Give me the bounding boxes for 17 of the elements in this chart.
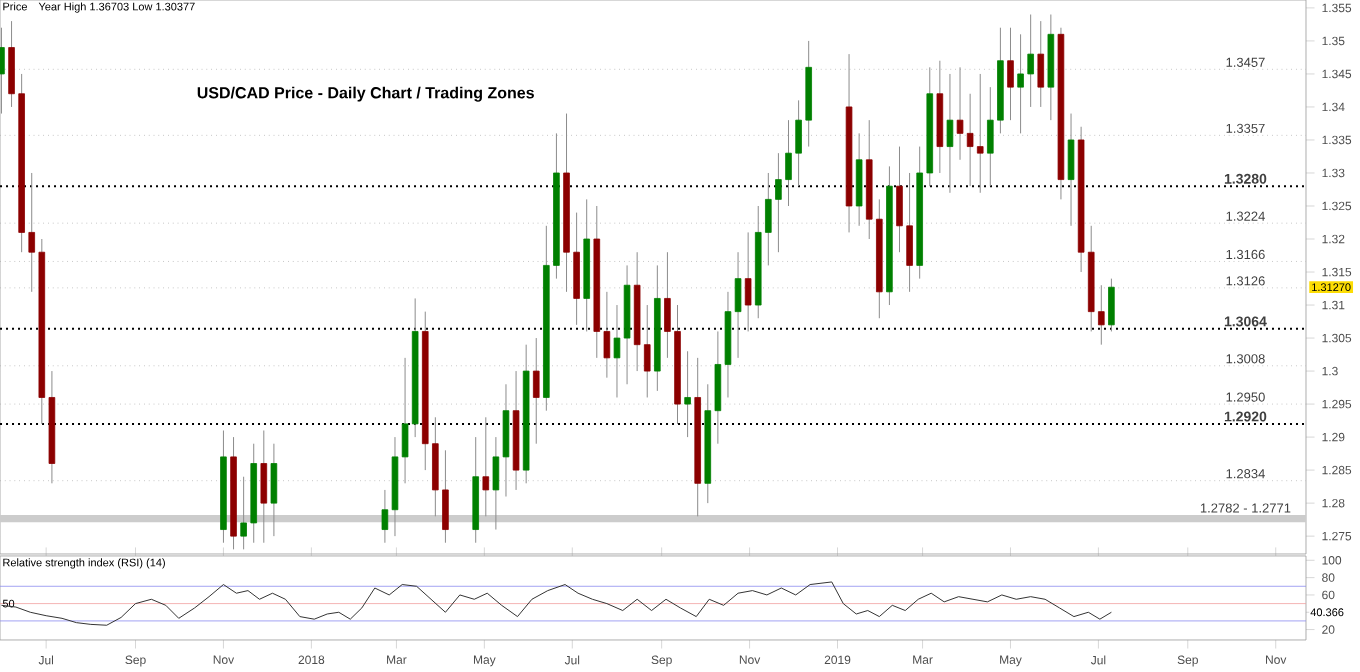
line-series [0, 581, 1112, 626]
candlestick [0, 27, 5, 115]
candlestick [260, 429, 268, 544]
candlestick [613, 304, 621, 398]
candlestick [684, 350, 691, 438]
candlestick [532, 337, 540, 445]
candlestick [270, 443, 278, 537]
candlestick [734, 251, 742, 359]
candlestick [855, 132, 863, 227]
text: USD/CAD Price - Daily Chart / Trading Zones [197, 86, 534, 102]
candlestick [482, 416, 490, 517]
candlestick [946, 73, 954, 194]
candlestick [1108, 278, 1115, 332]
candlestick [744, 231, 752, 332]
candlestick [1007, 27, 1014, 121]
candlestick [1067, 113, 1075, 227]
candlestick [1037, 20, 1045, 108]
